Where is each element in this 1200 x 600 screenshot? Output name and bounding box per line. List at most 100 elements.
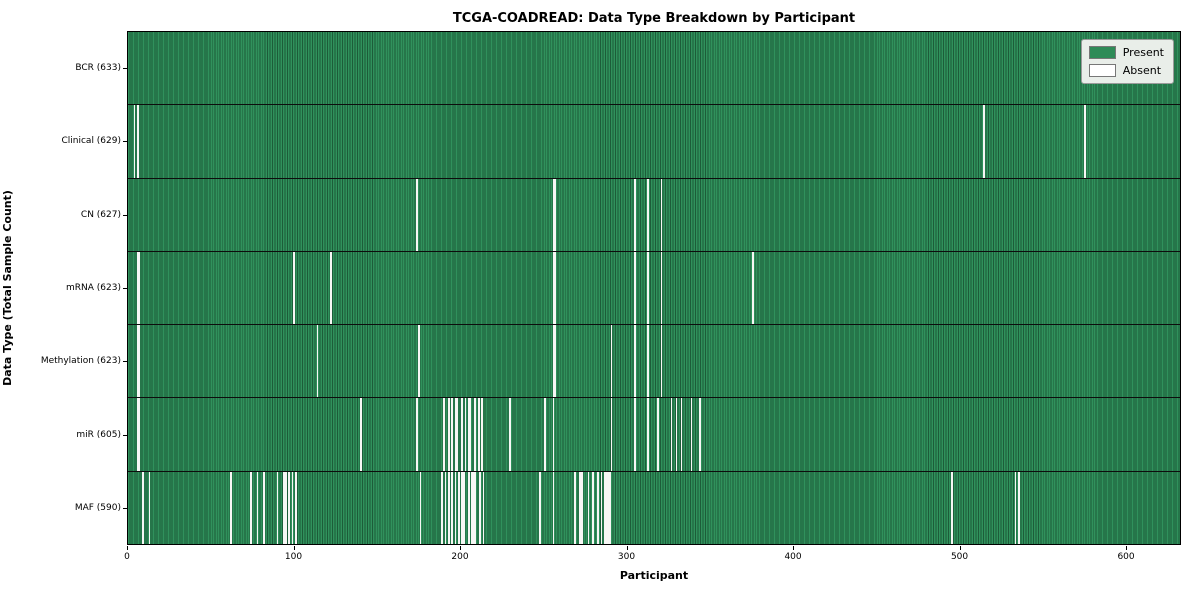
absent-mark xyxy=(552,325,555,398)
absent-mark xyxy=(454,398,457,471)
ytick-mark xyxy=(123,434,127,436)
absent-mark xyxy=(597,471,600,544)
absent-mark xyxy=(983,105,985,178)
xtick-mark xyxy=(1126,546,1128,550)
ytick-mark xyxy=(123,214,127,216)
ytick-label-methylation: Methylation (623) xyxy=(40,356,121,367)
absent-mark xyxy=(477,398,480,471)
absent-mark xyxy=(462,471,465,544)
ytick-label-clinical: Clinical (629) xyxy=(61,136,121,147)
heatmap-row-bcr xyxy=(128,32,1180,105)
absent-mark xyxy=(552,398,555,471)
absent-mark xyxy=(133,105,136,178)
absent-mark xyxy=(138,398,141,471)
xtick-mark xyxy=(127,546,128,550)
absent-mark xyxy=(554,251,556,325)
absent-mark xyxy=(554,178,556,251)
absent-mark xyxy=(609,471,611,544)
absent-mark xyxy=(605,471,608,544)
absent-mark xyxy=(447,471,450,544)
absent-mark xyxy=(472,471,475,544)
absent-mark xyxy=(419,471,422,544)
absent-mark xyxy=(461,471,463,544)
ytick-label-mrna: mRNA (623) xyxy=(66,283,121,293)
absent-mark xyxy=(1014,471,1017,544)
ytick-mark xyxy=(123,288,127,289)
absent-mark xyxy=(660,325,663,398)
xtick-mark xyxy=(293,546,295,550)
absent-mark xyxy=(610,398,613,471)
absent-mark xyxy=(647,398,650,471)
absent-mark xyxy=(263,471,266,544)
present-swatch xyxy=(1088,46,1116,59)
absent-mark xyxy=(587,471,590,544)
absent-mark xyxy=(288,471,291,544)
absent-mark xyxy=(479,471,482,544)
absent-mark xyxy=(552,471,555,544)
absent-mark xyxy=(579,471,581,544)
absent-mark xyxy=(690,398,693,471)
xtick-mark xyxy=(460,546,462,550)
absent-mark xyxy=(607,471,610,544)
absent-mark xyxy=(276,471,279,544)
absent-mark xyxy=(660,251,663,325)
legend: Present Absent xyxy=(1080,39,1174,84)
absent-mark xyxy=(250,471,252,544)
xtick-label-300: 300 xyxy=(617,552,636,562)
absent-mark xyxy=(295,471,297,544)
absent-mark xyxy=(604,471,606,544)
absent-mark xyxy=(359,398,362,471)
absent-mark xyxy=(137,325,139,398)
absent-mark xyxy=(137,251,139,325)
legend-label-present: Present xyxy=(1122,46,1164,59)
absent-mark xyxy=(544,398,546,471)
absent-mark xyxy=(471,471,473,544)
ytick-label-bcr: BCR (633) xyxy=(75,62,121,73)
heatmap-plot-area: Present Absent xyxy=(127,31,1181,545)
heatmap-row-mrna xyxy=(128,250,1180,325)
ytick-mark xyxy=(123,67,127,69)
absent-mark xyxy=(670,398,673,471)
absent-mark xyxy=(256,471,259,544)
absent-mark xyxy=(698,398,701,471)
absent-mark xyxy=(481,398,483,471)
absent-mark xyxy=(467,471,470,544)
absent-mark xyxy=(647,178,650,251)
ytick-label-cn: CN (627) xyxy=(80,209,121,220)
absent-mark xyxy=(474,398,477,471)
absent-mark xyxy=(675,398,678,471)
chart-title: TCGA-COADREAD: Data Type Breakdown by Pa… xyxy=(452,11,856,26)
absent-mark xyxy=(752,251,754,325)
absent-mark xyxy=(444,471,447,544)
absent-mark xyxy=(456,398,458,471)
absent-mark xyxy=(610,325,613,398)
absent-mark xyxy=(647,251,650,325)
absent-mark xyxy=(552,178,555,251)
absent-mark xyxy=(451,471,453,544)
absent-mark xyxy=(554,325,556,398)
heatmap-row-clinical xyxy=(128,104,1180,178)
heatmap-row-mir xyxy=(128,397,1180,471)
xtick-label-500: 500 xyxy=(950,552,969,562)
absent-mark xyxy=(474,471,477,544)
absent-mark xyxy=(574,471,576,544)
absent-mark xyxy=(329,251,332,325)
absent-mark xyxy=(680,398,683,471)
absent-mark xyxy=(454,471,457,544)
absent-mark xyxy=(285,471,287,544)
absent-mark xyxy=(447,398,450,471)
absent-mark xyxy=(461,398,463,471)
absent-mark xyxy=(293,251,296,325)
absent-mark xyxy=(417,325,420,398)
absent-mark xyxy=(634,251,636,325)
absent-mark xyxy=(634,178,636,251)
ytick-mark xyxy=(123,361,127,363)
absent-swatch xyxy=(1088,64,1116,77)
absent-mark xyxy=(509,398,512,471)
ytick-mark xyxy=(123,141,127,143)
absent-mark xyxy=(283,471,286,544)
xtick-mark xyxy=(626,546,628,550)
absent-mark xyxy=(467,398,470,471)
absent-mark xyxy=(464,398,467,471)
